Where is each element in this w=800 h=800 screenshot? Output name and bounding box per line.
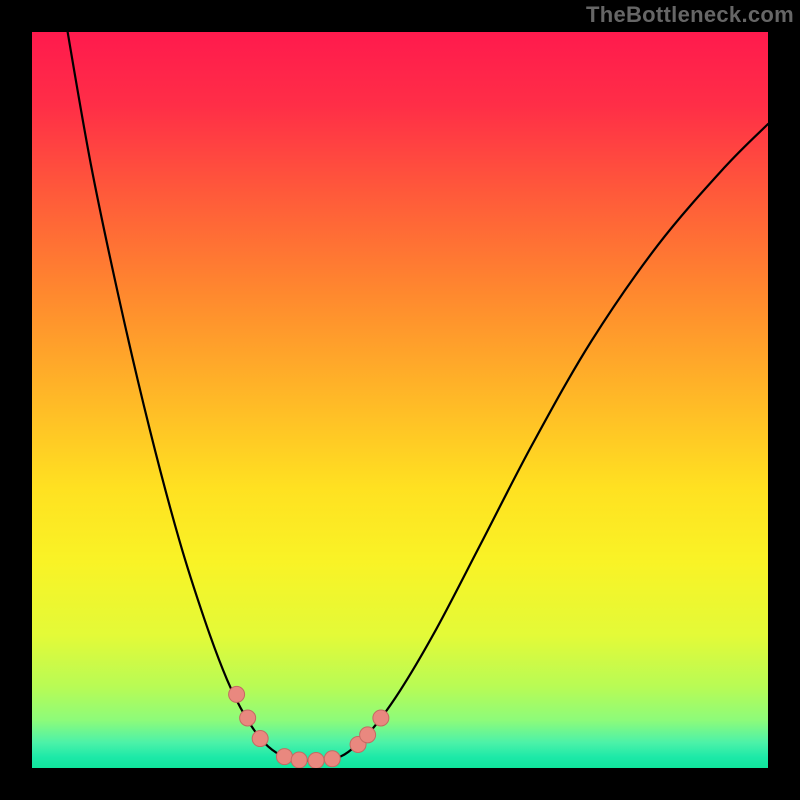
data-marker <box>229 686 245 702</box>
data-marker <box>276 749 292 765</box>
bottleneck-curve <box>65 32 768 761</box>
data-marker <box>252 731 268 747</box>
data-marker <box>291 752 307 768</box>
data-marker <box>308 752 324 768</box>
data-marker <box>324 751 340 767</box>
data-marker <box>373 710 389 726</box>
data-marker <box>240 710 256 726</box>
plot-svg <box>32 32 768 768</box>
watermark-text: TheBottleneck.com <box>586 2 794 28</box>
data-marker <box>360 727 376 743</box>
plot-area <box>32 32 768 768</box>
